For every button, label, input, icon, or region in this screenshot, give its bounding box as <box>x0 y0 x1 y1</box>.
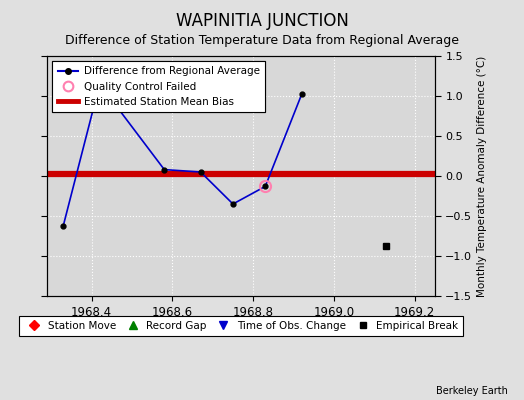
Y-axis label: Monthly Temperature Anomaly Difference (°C): Monthly Temperature Anomaly Difference (… <box>476 55 486 297</box>
Legend: Station Move, Record Gap, Time of Obs. Change, Empirical Break: Station Move, Record Gap, Time of Obs. C… <box>19 316 463 336</box>
Text: WAPINITIA JUNCTION: WAPINITIA JUNCTION <box>176 12 348 30</box>
Legend: Difference from Regional Average, Quality Control Failed, Estimated Station Mean: Difference from Regional Average, Qualit… <box>52 61 265 112</box>
Text: Berkeley Earth: Berkeley Earth <box>436 386 508 396</box>
Text: Difference of Station Temperature Data from Regional Average: Difference of Station Temperature Data f… <box>65 34 459 47</box>
